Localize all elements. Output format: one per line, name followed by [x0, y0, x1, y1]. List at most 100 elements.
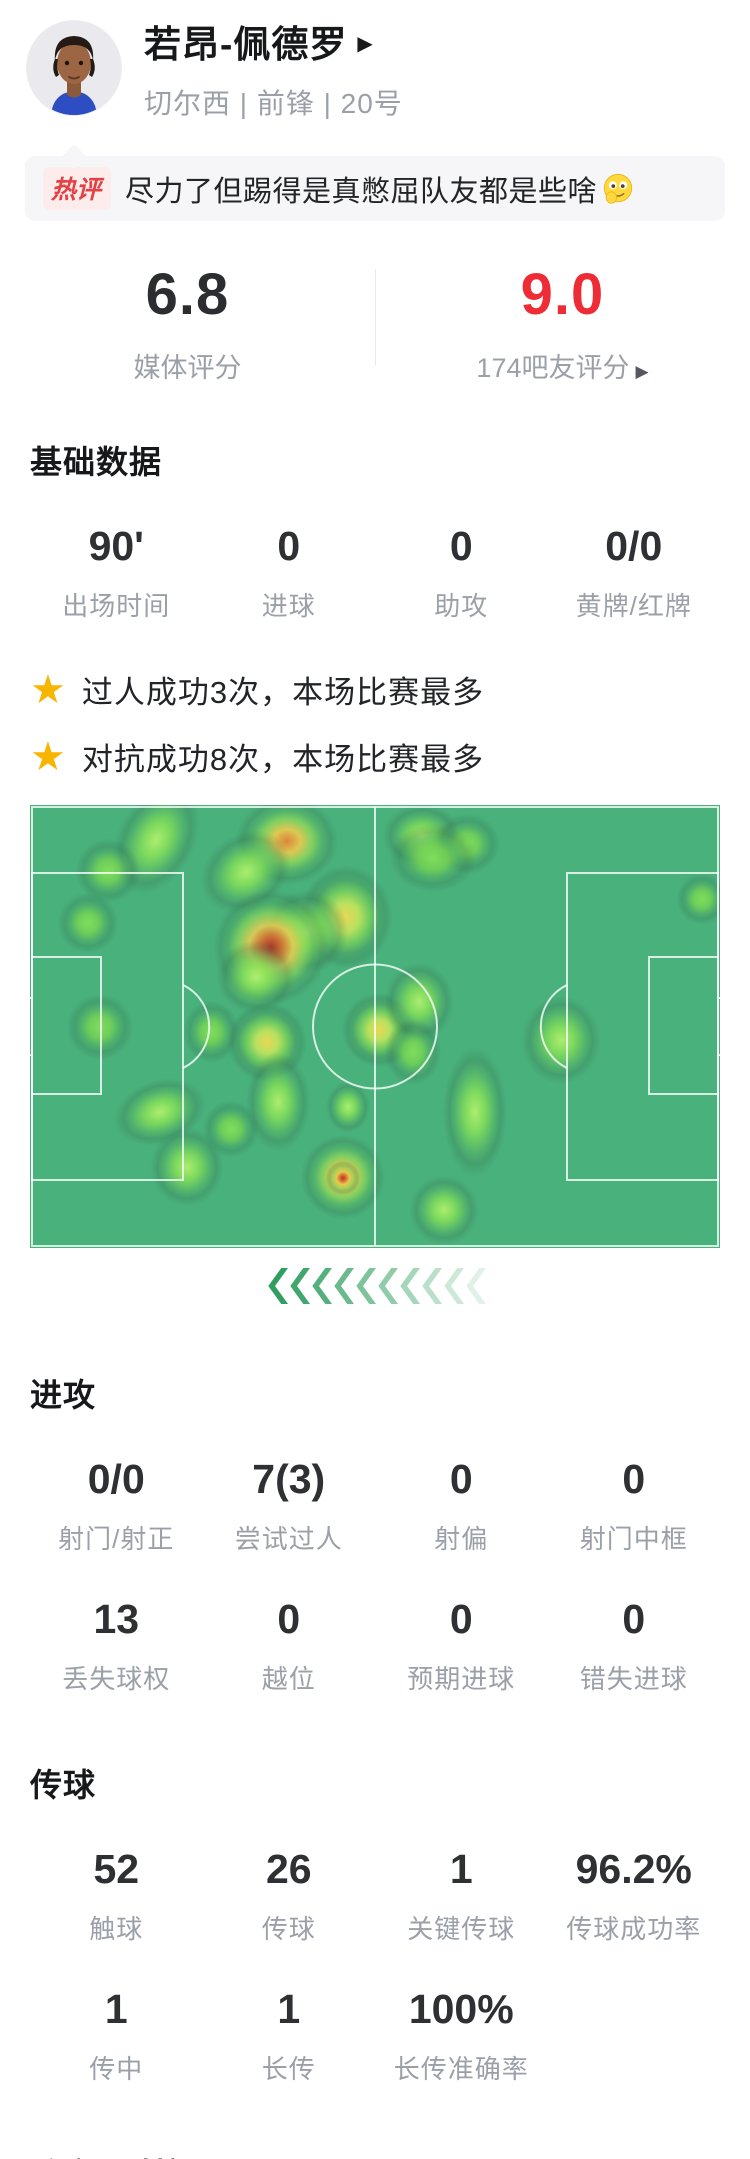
chevron-left-icon [466, 1268, 486, 1304]
stat-label: 触球 [89, 1914, 144, 1944]
stat-value: 13 [93, 1596, 140, 1642]
stat-value: 0 [277, 523, 301, 569]
stat-label: 出场时间 [62, 591, 171, 621]
stat-row: 1 传中 1 长传 100% 长传准确率 [30, 1986, 720, 2086]
hot-comment-tag: 热评 [43, 167, 112, 210]
chevron-left-icon [356, 1268, 376, 1304]
section-title: 基础数据 [30, 444, 163, 480]
player-avatar [26, 20, 122, 116]
stat-label: 错失进球 [579, 1664, 688, 1694]
pitch-markings [30, 806, 720, 1247]
stat-cell: 90' 出场时间 [30, 523, 203, 623]
stat-label: 射门/射正 [58, 1524, 175, 1554]
stat-cell: 0 错失进球 [548, 1596, 721, 1696]
stat-cell [548, 1986, 721, 2086]
highlight-text: 对抗成功8次，本场比赛最多 [81, 742, 485, 777]
ratings-section: 6.8 媒体评分 9.0 174吧友评分 ▶ [0, 261, 750, 385]
hand-over-mouth-emoji-icon [603, 173, 633, 204]
fans-rating-value: 9.0 [520, 262, 605, 327]
ratings-divider [375, 269, 376, 365]
chevron-left-icon [400, 1268, 420, 1304]
highlight-text: 过人成功3次，本场比赛最多 [81, 675, 485, 710]
highlight-row: ★ 过人成功3次，本场比赛最多 [30, 667, 750, 712]
heat-blob [518, 991, 605, 1088]
heatmap [30, 805, 720, 1248]
stat-label: 传中 [89, 2054, 144, 2084]
stat-label: 黄牌/红牌 [575, 591, 692, 621]
chevron-left-icon [334, 1268, 354, 1304]
heat-blob [386, 822, 479, 895]
fans-rating-arrow-icon: ▶ [635, 362, 649, 381]
stat-value: 1 [277, 1986, 301, 2032]
stat-cell: 26 传球 [203, 1846, 376, 1946]
stat-cell: 0 预期进球 [375, 1596, 548, 1696]
highlight-row: ★ 对抗成功8次，本场比赛最多 [30, 734, 750, 779]
stat-value: 0 [449, 523, 473, 569]
section-title: 防守&对抗 [30, 2150, 720, 2159]
chevron-left-icon [444, 1268, 464, 1304]
stat-value: 90' [88, 523, 144, 569]
heat-blob [147, 1123, 228, 1210]
stat-label: 长传 [261, 2054, 316, 2084]
direction-chevrons [0, 1266, 750, 1306]
stat-cell: 0 射偏 [375, 1456, 548, 1556]
stat-cell: 100% 长传准确率 [375, 1986, 548, 2086]
stat-value: 0 [622, 1596, 646, 1642]
stat-label: 长传准确率 [393, 2054, 529, 2084]
stat-value: 52 [93, 1846, 140, 1892]
stat-cell: 7(3) 尝试过人 [203, 1456, 376, 1556]
star-icon: ★ [30, 734, 66, 779]
section-passing: 传球 52 触球 26 传球 1 关键传球 96.2% 传球成功率 1 传中 1 长传 100% 长传准确率 [0, 1760, 750, 2086]
stat-cell: 0/0 射门/射正 [30, 1456, 203, 1556]
name-expand-arrow-icon[interactable]: ▶ [357, 32, 373, 55]
fans-rating-label[interactable]: 174吧友评分 ▶ [375, 346, 750, 385]
stat-value: 100% [408, 1986, 514, 2032]
section-basic: 基础数据 90' 出场时间 0 进球 0 助攻 0/0 黄牌/红牌 [0, 437, 750, 623]
stat-value: 0/0 [605, 523, 663, 569]
chevron-left-icon [378, 1268, 398, 1304]
chevron-left-icon [290, 1268, 310, 1304]
heat-blob [440, 1040, 511, 1183]
heat-blob [55, 890, 120, 955]
player-name-row[interactable]: 若昂-佩德罗 ▶ [144, 14, 403, 68]
section-title: 进攻 [30, 1377, 97, 1413]
stat-row: 52 触球 26 传球 1 关键传球 96.2% 传球成功率 [30, 1846, 720, 1946]
chevron-left-icon [422, 1268, 442, 1304]
stat-label: 射偏 [434, 1524, 489, 1554]
player-photo [27, 21, 121, 115]
section-title: 传球 [30, 1767, 97, 1803]
highlights: ★ 过人成功3次，本场比赛最多 ★ 对抗成功8次，本场比赛最多 [30, 667, 750, 779]
stat-cell: 0 越位 [203, 1596, 376, 1696]
player-header: 若昂-佩德罗 ▶ 切尔西 | 前锋 | 20号 [0, 0, 750, 122]
stat-value: 96.2% [575, 1846, 692, 1892]
stat-cell: 1 关键传球 [375, 1846, 548, 1946]
chevron-left-icon [312, 1268, 332, 1304]
player-meta: 切尔西 | 前锋 | 20号 [144, 88, 403, 119]
stat-label: 传球成功率 [566, 1914, 702, 1944]
stat-cell: 96.2% 传球成功率 [548, 1846, 721, 1946]
fans-rating[interactable]: 9.0 174吧友评分 ▶ [375, 261, 750, 385]
stat-label: 关键传球 [407, 1914, 516, 1944]
stat-value: 0 [449, 1456, 473, 1502]
fans-rating-label-text: 174吧友评分 [476, 353, 630, 383]
heat-blob [324, 1160, 361, 1197]
chevron-left-icon [268, 1268, 288, 1304]
stat-label: 助攻 [434, 591, 489, 621]
stat-label: 丢失球权 [62, 1664, 171, 1694]
stat-value: 1 [449, 1846, 473, 1892]
stat-value: 1 [104, 1986, 128, 2032]
basic-stats-slot: 基础数据 90' 出场时间 0 进球 0 助攻 0/0 黄牌/红牌 [0, 437, 750, 623]
stat-row: 90' 出场时间 0 进球 0 助攻 0/0 黄牌/红牌 [30, 523, 720, 623]
hot-comment-banner[interactable]: 热评 尽力了但踢得是真憋屈队友都是些啥 [25, 156, 725, 221]
stat-value: 0 [622, 1456, 646, 1502]
section-defense: 防守&对抗1解围0拦截1抢断成功14(7)地面对抗4(1)争顶1犯规3被犯规0被… [0, 2150, 750, 2159]
detailed-stats-slot: 进攻 0/0 射门/射正 7(3) 尝试过人 0 射偏 0 射门中框 13 丢失球权 0 越位 0 预期进球… [0, 1370, 750, 2159]
player-name: 若昂-佩德罗 [144, 24, 348, 65]
stat-label: 射门中框 [579, 1524, 688, 1554]
stat-value: 0 [449, 1596, 473, 1642]
stat-value: 0 [277, 1596, 301, 1642]
stat-cell: 0 助攻 [375, 523, 548, 623]
stat-value: 26 [265, 1846, 312, 1892]
stat-row: 13 丢失球权 0 越位 0 预期进球 0 错失进球 [30, 1596, 720, 1696]
